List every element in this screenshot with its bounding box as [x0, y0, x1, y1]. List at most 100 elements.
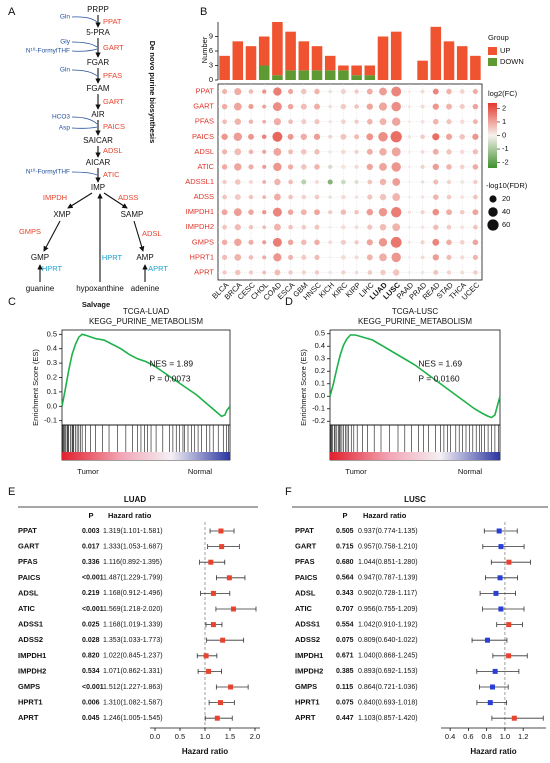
legend-swatch — [488, 58, 497, 66]
dot — [473, 194, 478, 200]
y-tick-label: 0.5 — [47, 329, 57, 338]
dot — [301, 149, 307, 155]
dot — [262, 149, 267, 154]
dot — [366, 163, 373, 171]
dot — [221, 103, 228, 110]
dot — [420, 119, 425, 124]
dot — [367, 118, 373, 125]
size-key — [487, 219, 499, 231]
enzyme: GART — [103, 43, 124, 52]
legend-title: Group — [488, 33, 509, 42]
bar-segment — [364, 65, 376, 76]
dot — [460, 225, 465, 230]
gene-label: ATIC — [197, 162, 214, 171]
gene-label: HPRT1 — [295, 698, 320, 707]
gene-label: PPAT — [295, 526, 314, 535]
right-label: Normal — [188, 467, 213, 476]
dot — [301, 179, 307, 185]
dot — [354, 270, 359, 275]
plot-frame — [329, 329, 501, 426]
metabolite: hypoxanthine — [76, 284, 124, 293]
dot — [432, 208, 440, 216]
metabolite: FGAM — [86, 84, 109, 93]
hr-point — [497, 575, 503, 581]
dot — [273, 223, 281, 231]
gene-label: APRT — [18, 713, 39, 722]
dot — [262, 209, 267, 215]
dot — [354, 240, 359, 245]
bar-segment — [272, 22, 283, 76]
hr-label: 0.956(0.755-1.209) — [358, 606, 418, 613]
gene-label: IMPDH2 — [186, 222, 214, 231]
panel-letter: C — [8, 296, 16, 308]
salvage-label: Salvage — [82, 300, 110, 309]
p-value: 0.447 — [336, 715, 354, 722]
enzyme: HPRT — [102, 253, 123, 262]
y-tick-label: 0.4 — [315, 341, 325, 350]
dot — [262, 240, 267, 245]
dot — [378, 102, 388, 111]
dot — [341, 149, 346, 155]
enzyme: PPAT — [103, 17, 122, 26]
hr-point — [511, 715, 517, 721]
dot — [328, 240, 333, 245]
hr-point — [226, 575, 232, 581]
gene-label: ATIC — [295, 604, 313, 613]
hr-point — [484, 637, 490, 643]
dot — [273, 193, 281, 201]
hr-label: 1.071(0.862-1.331) — [103, 668, 163, 675]
dot — [354, 134, 360, 140]
dot — [314, 224, 320, 230]
dot — [367, 194, 373, 200]
dot — [367, 224, 373, 230]
hr-point — [230, 606, 236, 612]
dot — [221, 164, 228, 170]
hr-point — [208, 559, 214, 565]
x-tick-label: 1.2 — [518, 732, 528, 741]
dot — [248, 149, 254, 155]
p-value: <0.001 — [82, 606, 104, 613]
y-tick-label: 0.1 — [47, 387, 57, 396]
bar-segment — [311, 70, 323, 80]
dot — [341, 119, 346, 125]
dot — [433, 224, 439, 230]
annotation: P = 0.0160 — [418, 373, 459, 383]
dot — [273, 118, 281, 126]
enzyme: ADSL — [103, 146, 123, 155]
dot — [433, 270, 439, 275]
color-tick-label: 1 — [502, 117, 506, 126]
enzyme: IMPDH — [43, 193, 67, 202]
dot — [391, 252, 401, 263]
dot — [392, 193, 401, 201]
dot — [459, 89, 465, 94]
hr-point — [214, 715, 220, 721]
chart-title: LUAD — [124, 495, 146, 504]
dot — [341, 179, 346, 185]
dot — [340, 103, 347, 110]
dot — [273, 87, 282, 96]
dot — [287, 239, 294, 246]
bar-segment — [285, 70, 296, 80]
dot — [354, 89, 359, 94]
dot — [420, 240, 425, 245]
dot — [407, 135, 412, 139]
dot — [354, 195, 359, 199]
dot — [288, 149, 294, 155]
hr-point — [206, 668, 212, 674]
p-value: 0.075 — [336, 699, 354, 706]
dot — [433, 194, 439, 200]
dot — [446, 164, 452, 170]
dot — [391, 206, 402, 218]
y-tick-label: -0.2 — [312, 416, 325, 425]
gene-label: PAICS — [192, 132, 214, 141]
dot — [300, 133, 308, 140]
dot — [420, 149, 425, 154]
panel-letters: A B C D E F — [8, 6, 293, 498]
dot — [262, 180, 267, 184]
annotation: NES = 1.89 — [149, 358, 193, 368]
gene-label: GART — [18, 542, 40, 551]
dot — [354, 119, 359, 124]
gene-label: GMPS — [295, 682, 317, 691]
dot — [288, 224, 293, 230]
column-header: Hazard ratio — [363, 511, 407, 520]
